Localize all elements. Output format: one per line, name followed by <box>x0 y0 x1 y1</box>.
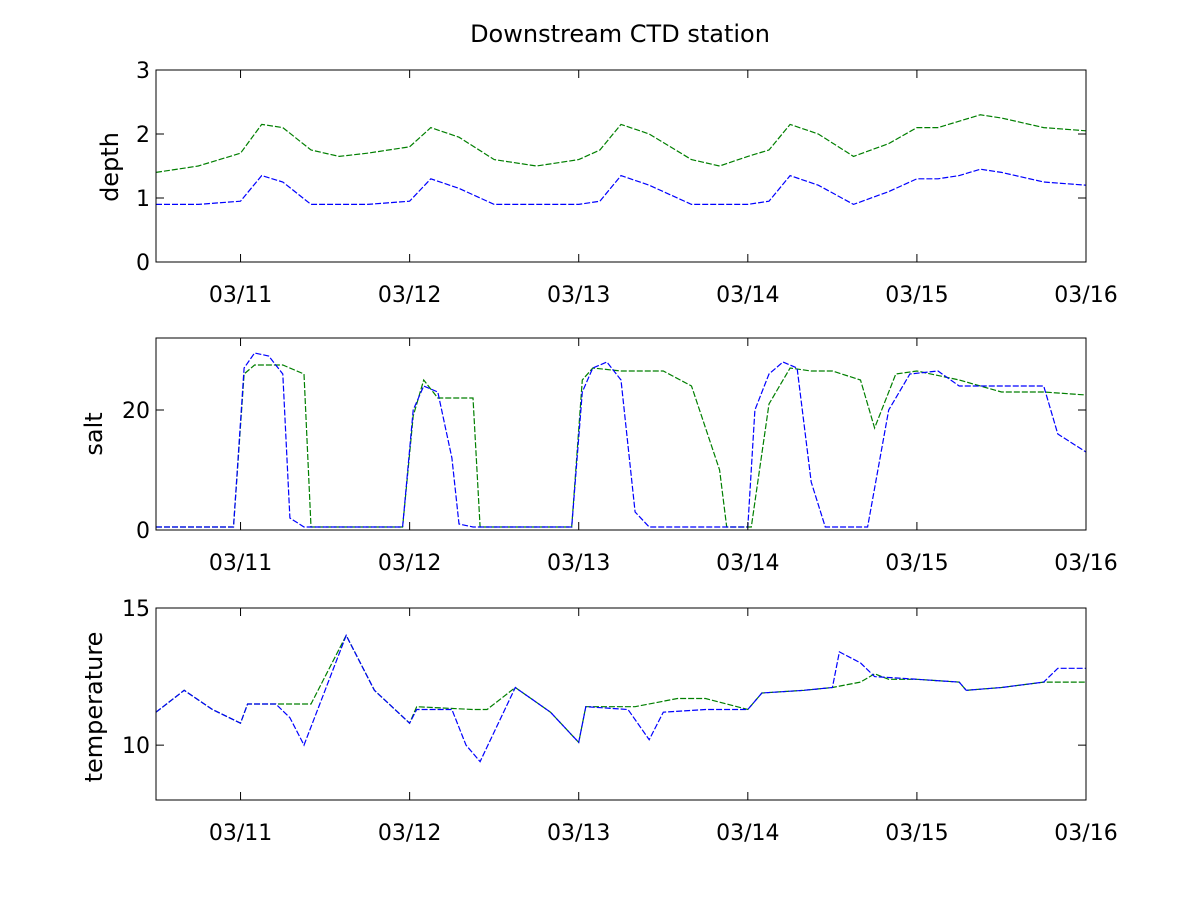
salt-y-tick-label: 0 <box>136 519 150 544</box>
depth-axes-box <box>155 69 1087 263</box>
temperature-x-tick-label: 03/11 <box>209 821 272 846</box>
salt-x-tick-label: 03/15 <box>885 551 948 576</box>
salt-panel: 03/11 03/12 03/13 03/14 03/15 03/16 0 20 <box>122 337 1118 576</box>
depth-x-tick-label: 03/11 <box>209 283 272 308</box>
salt-axes-box <box>155 337 1087 531</box>
chart-title: Downstream CTD station <box>470 20 770 48</box>
depth-y-tick-label: 0 <box>136 251 150 276</box>
depth-x-tick-label: 03/15 <box>885 283 948 308</box>
temperature-y-tick-label: 15 <box>122 597 150 622</box>
salt-x-tick-label: 03/11 <box>209 551 272 576</box>
depth-x-tick-label: 03/12 <box>378 283 441 308</box>
temperature-y-tick-label: 10 <box>122 734 150 759</box>
salt-series-2-line <box>156 352 1087 528</box>
temperature-axes-box <box>155 607 1087 801</box>
depth-x-tick-label: 03/13 <box>547 283 610 308</box>
depth-panel: 03/11 03/12 03/13 03/14 03/15 03/16 0 1 2 3 <box>136 59 1118 308</box>
temperature-panel: 03/11 03/12 03/13 03/14 03/15 03/16 10 15 <box>122 597 1118 846</box>
salt-y-tick-label: 20 <box>122 399 150 424</box>
depth-axis-label: depth <box>96 132 124 202</box>
temperature-axis-label: temperature <box>80 632 108 783</box>
depth-y-tick-label: 3 <box>136 59 150 84</box>
salt-x-tick-label: 03/12 <box>378 551 441 576</box>
depth-y-tick-label: 1 <box>136 187 150 212</box>
temperature-x-tick-label: 03/15 <box>885 821 948 846</box>
salt-x-tick-label: 03/14 <box>716 551 779 576</box>
salt-series-1-line <box>156 364 1087 528</box>
salt-x-tick-label: 03/16 <box>1054 551 1117 576</box>
depth-x-tick-label: 03/16 <box>1054 283 1117 308</box>
depth-series-2-line <box>156 168 1087 206</box>
temperature-x-tick-label: 03/12 <box>378 821 441 846</box>
temperature-x-tick-label: 03/16 <box>1054 821 1117 846</box>
depth-series-1-line <box>155 114 1087 173</box>
depth-x-tick-label: 03/14 <box>716 283 779 308</box>
depth-y-tick-label: 2 <box>136 123 150 148</box>
salt-x-tick-label: 03/13 <box>547 551 610 576</box>
temperature-series-2-line <box>155 633 1086 763</box>
salt-axis-label: salt <box>80 412 108 455</box>
temperature-x-tick-label: 03/14 <box>716 821 779 846</box>
temperature-x-tick-label: 03/13 <box>547 821 610 846</box>
